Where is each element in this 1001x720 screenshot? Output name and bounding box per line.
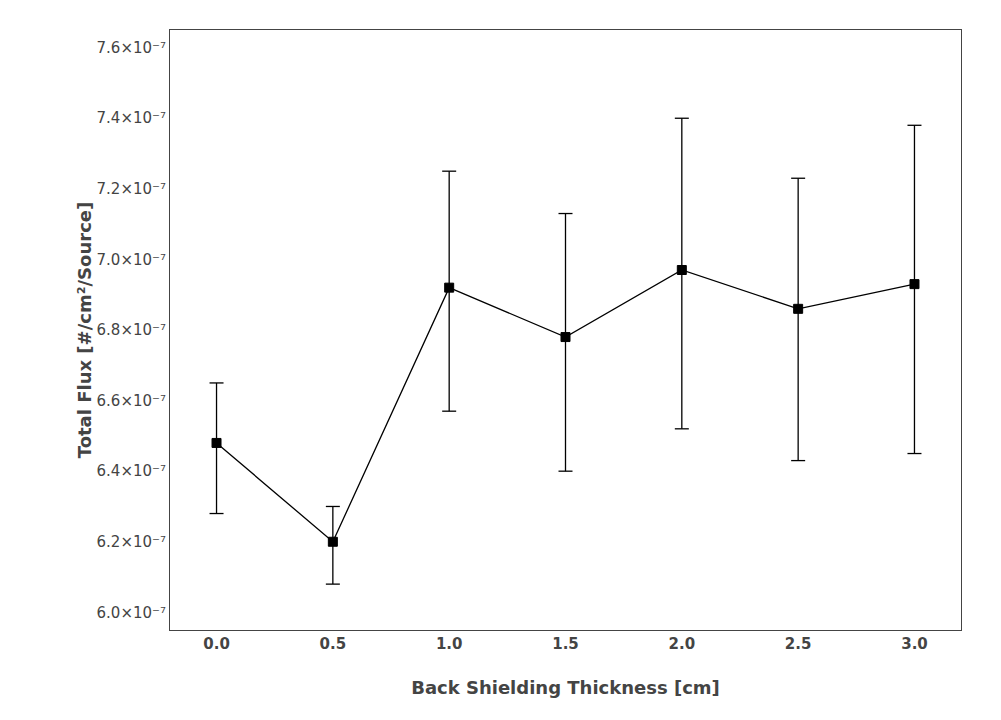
svg-text:6.6×10⁻⁷: 6.6×10⁻⁷: [97, 392, 166, 410]
svg-text:0.0: 0.0: [203, 635, 230, 653]
svg-text:7.0×10⁻⁷: 7.0×10⁻⁷: [97, 251, 166, 269]
svg-text:2.5: 2.5: [785, 635, 812, 653]
svg-text:6.2×10⁻⁷: 6.2×10⁻⁷: [97, 533, 166, 551]
svg-text:0.5: 0.5: [320, 635, 347, 653]
svg-text:6.8×10⁻⁷: 6.8×10⁻⁷: [97, 321, 166, 339]
svg-text:1.0: 1.0: [436, 635, 463, 653]
svg-text:7.6×10⁻⁷: 7.6×10⁻⁷: [97, 39, 166, 57]
svg-text:7.2×10⁻⁷: 7.2×10⁻⁷: [97, 180, 166, 198]
svg-text:Total Flux [#/cm²/Source]: Total Flux [#/cm²/Source]: [74, 202, 95, 459]
svg-text:6.4×10⁻⁷: 6.4×10⁻⁷: [97, 462, 166, 480]
svg-text:6.0×10⁻⁷: 6.0×10⁻⁷: [97, 604, 166, 622]
svg-text:Back Shielding Thickness [cm]: Back Shielding Thickness [cm]: [411, 677, 720, 698]
svg-text:2.0: 2.0: [669, 635, 696, 653]
svg-text:7.4×10⁻⁷: 7.4×10⁻⁷: [97, 109, 166, 127]
svg-text:3.0: 3.0: [901, 635, 928, 653]
svg-text:1.5: 1.5: [552, 635, 579, 653]
